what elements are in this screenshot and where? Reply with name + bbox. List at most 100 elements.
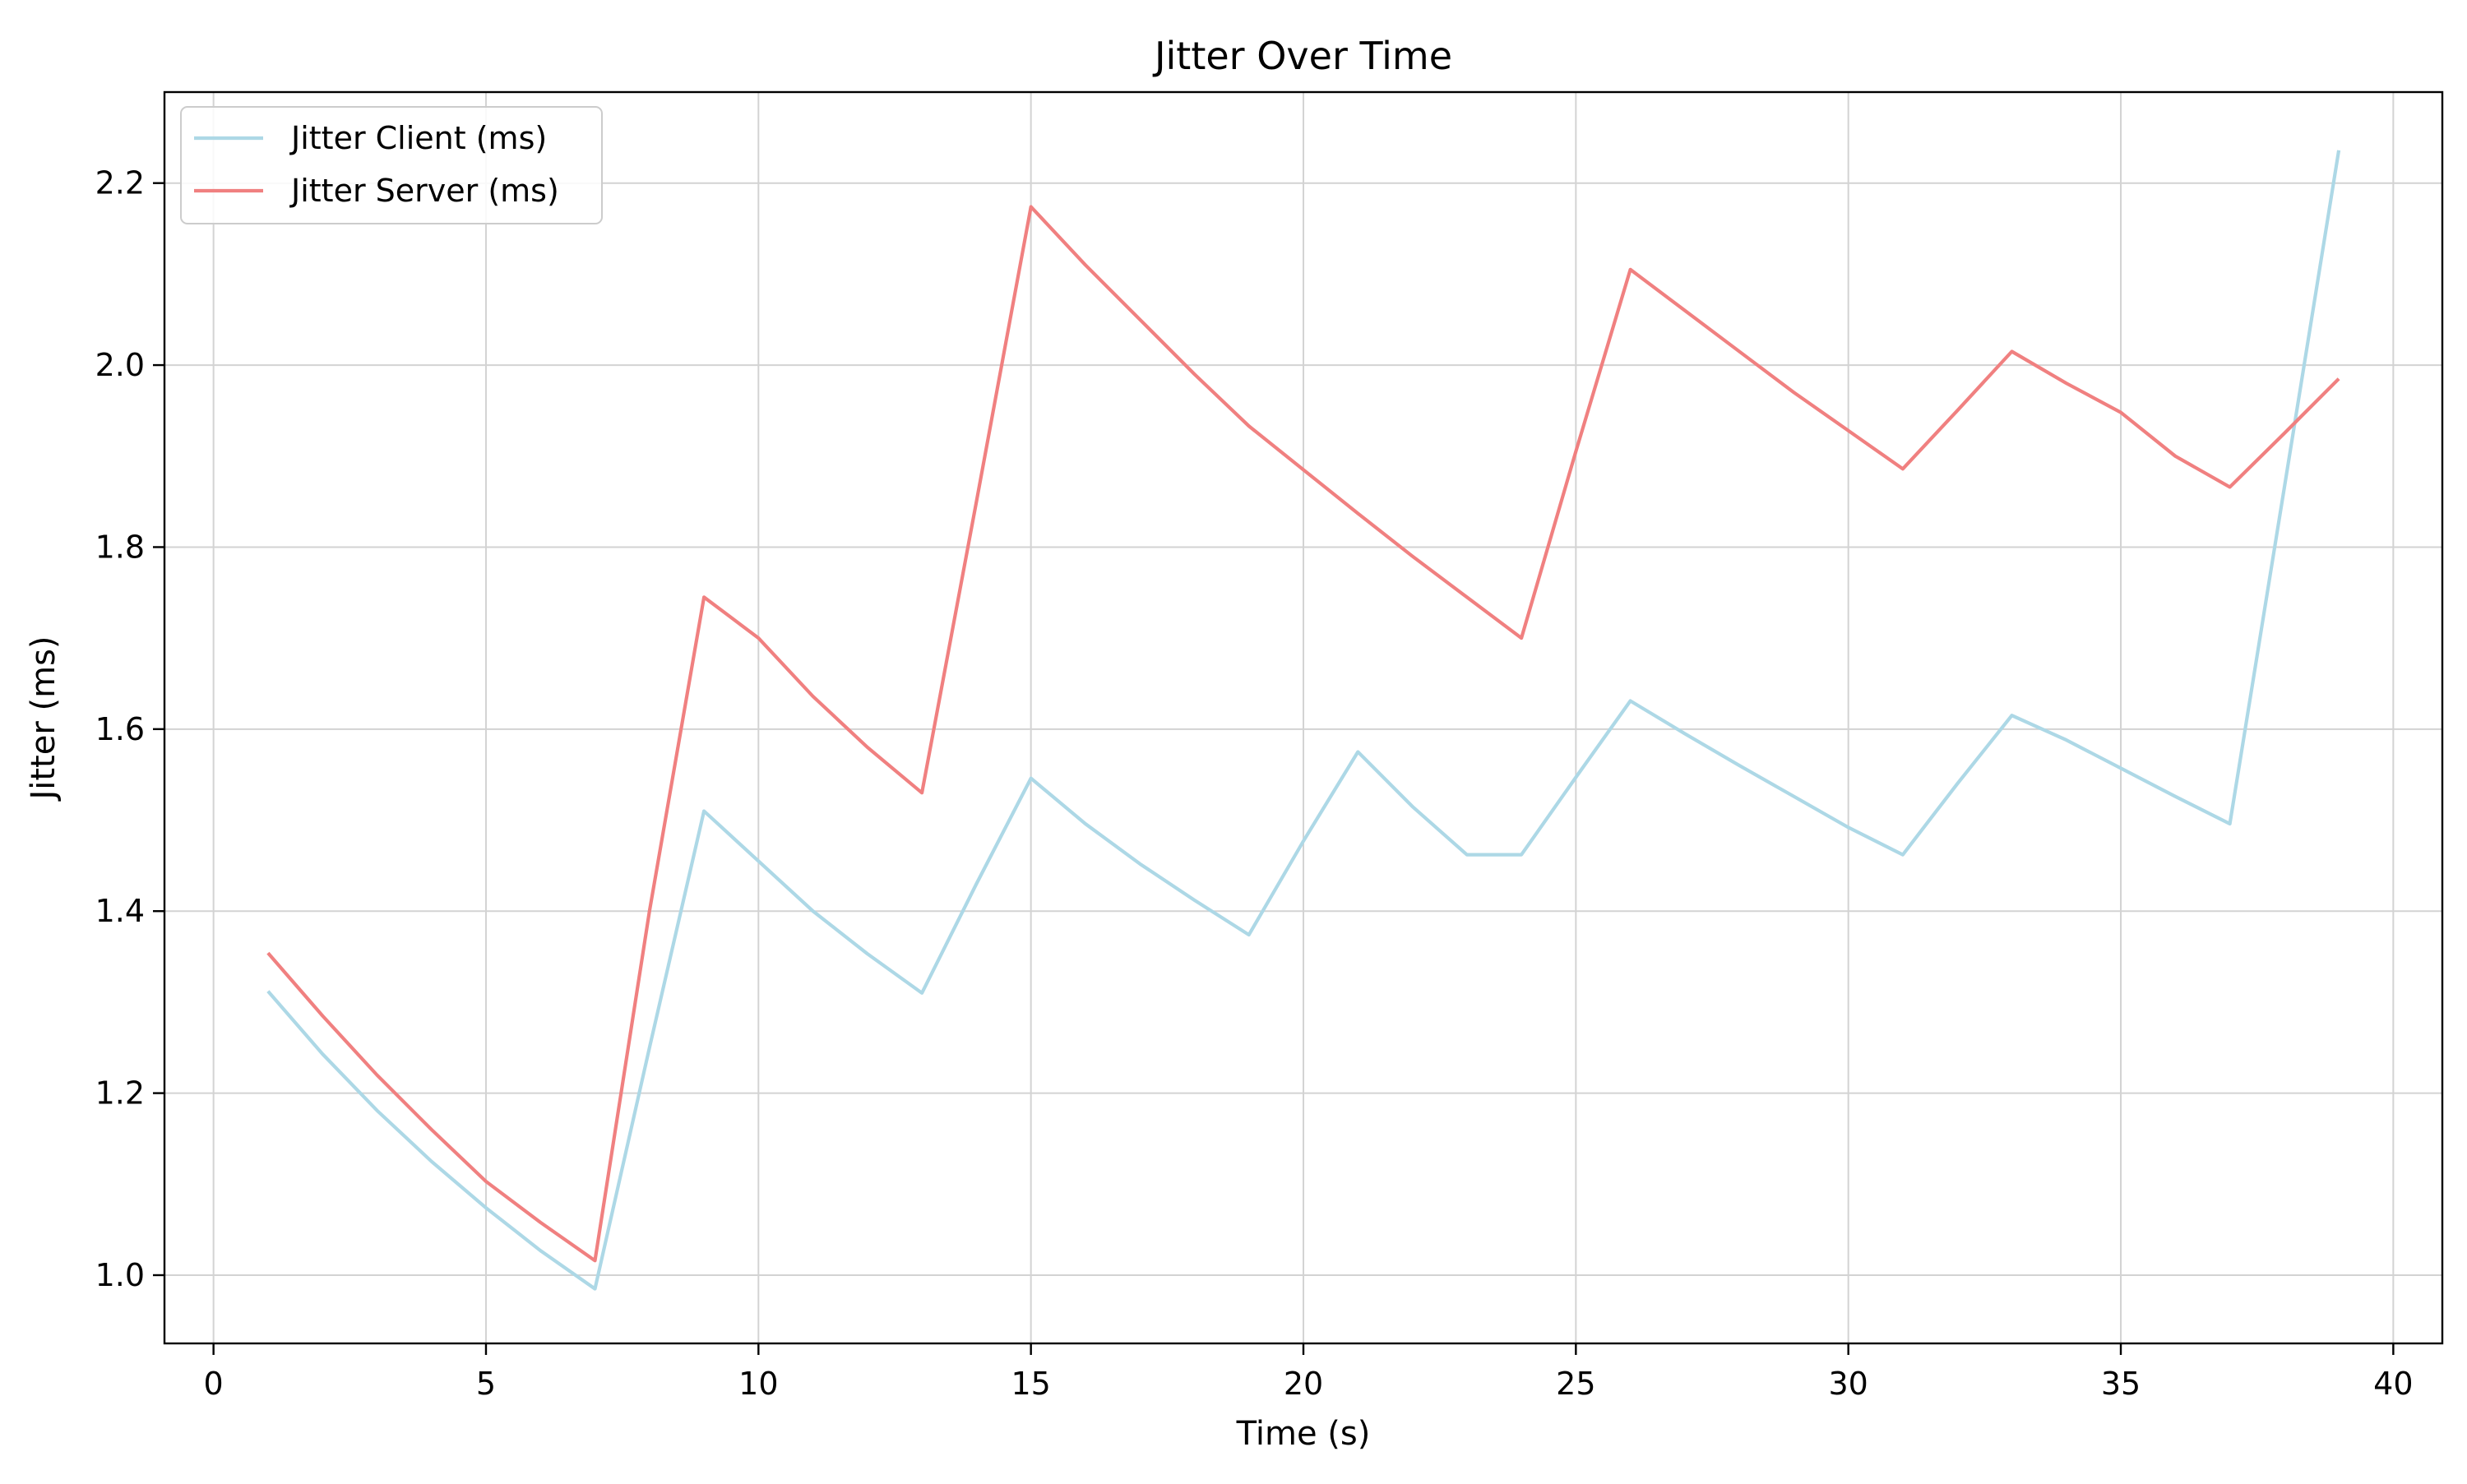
data-point-jitter-server bbox=[1900, 466, 1905, 471]
y-axis-label: Jitter (ms) bbox=[25, 636, 62, 802]
data-point-jitter-client bbox=[756, 858, 761, 863]
data-point-jitter-server bbox=[2336, 377, 2341, 381]
y-tick-label: 1.0 bbox=[95, 1257, 145, 1293]
data-point-jitter-client bbox=[1247, 932, 1252, 937]
data-point-jitter-client bbox=[1355, 750, 1360, 755]
data-point-jitter-server bbox=[1465, 594, 1470, 599]
x-tick-label: 40 bbox=[2373, 1366, 2413, 1402]
data-point-jitter-server bbox=[811, 694, 816, 699]
data-point-jitter-client bbox=[2064, 737, 2069, 742]
data-point-jitter-server bbox=[1301, 467, 1306, 472]
y-tick-label: 2.2 bbox=[95, 165, 145, 201]
data-point-jitter-client bbox=[1900, 853, 1905, 858]
legend-label-jitter-client: Jitter Client (ms) bbox=[289, 120, 547, 156]
data-point-jitter-client bbox=[1955, 781, 1960, 786]
data-point-jitter-client bbox=[974, 881, 979, 886]
data-point-jitter-server bbox=[1519, 636, 1524, 640]
x-tick-label: 30 bbox=[1828, 1366, 1868, 1402]
data-point-jitter-client bbox=[320, 1052, 325, 1056]
data-point-jitter-server bbox=[2173, 454, 2178, 459]
x-tick-label: 35 bbox=[2101, 1366, 2141, 1402]
x-tick-label: 10 bbox=[738, 1366, 778, 1402]
data-point-jitter-client bbox=[593, 1287, 598, 1292]
data-point-jitter-client bbox=[484, 1205, 488, 1210]
data-point-jitter-client bbox=[1137, 862, 1142, 867]
series-line-jitter-client bbox=[266, 150, 2341, 1291]
data-point-jitter-server bbox=[2228, 484, 2233, 489]
y-tick-label: 1.4 bbox=[95, 893, 145, 929]
data-point-jitter-client bbox=[2010, 713, 2015, 718]
data-point-jitter-client bbox=[701, 809, 706, 814]
data-point-jitter-client bbox=[538, 1248, 543, 1253]
data-point-jitter-client bbox=[1301, 839, 1306, 844]
data-point-jitter-server bbox=[647, 908, 652, 913]
x-tick-label: 0 bbox=[204, 1366, 224, 1402]
data-point-jitter-client bbox=[1846, 825, 1851, 830]
data-point-jitter-client bbox=[374, 1108, 379, 1113]
series-lines bbox=[266, 148, 2341, 1292]
data-point-jitter-client bbox=[1628, 699, 1633, 704]
series-line-jitter-server bbox=[266, 205, 2340, 1263]
data-point-jitter-server bbox=[1628, 267, 1633, 272]
data-point-jitter-client bbox=[1410, 804, 1415, 809]
data-point-jitter-client bbox=[1519, 853, 1524, 858]
data-point-jitter-server bbox=[1573, 449, 1578, 454]
x-axis-label: Time (s) bbox=[1236, 1415, 1371, 1453]
data-point-jitter-client bbox=[1192, 898, 1197, 903]
data-point-jitter-client bbox=[1737, 763, 1742, 768]
data-point-jitter-client bbox=[2282, 486, 2287, 491]
data-point-jitter-server bbox=[2282, 431, 2287, 436]
data-point-jitter-client bbox=[811, 908, 816, 913]
data-point-jitter-server bbox=[1955, 408, 1960, 413]
data-point-jitter-server bbox=[1192, 372, 1197, 377]
data-point-jitter-server bbox=[1137, 317, 1142, 322]
axis-ticks: 0 5 10 15 20 25 30 35 40 1.0 1.2 1.4 1.6 1.8 2.0 2.2 bbox=[95, 165, 2414, 1402]
chart-title: Jitter Over Time bbox=[1152, 34, 1452, 78]
legend-box bbox=[180, 106, 603, 224]
data-point-jitter-client bbox=[919, 991, 924, 996]
data-point-jitter-server bbox=[1029, 205, 1034, 210]
data-point-jitter-client bbox=[1682, 731, 1687, 736]
data-point-jitter-server bbox=[2118, 410, 2123, 415]
data-point-jitter-server bbox=[865, 745, 870, 750]
legend: Jitter Client (ms) Jitter Server (ms) bbox=[180, 106, 603, 224]
data-point-jitter-server bbox=[320, 1014, 325, 1019]
legend-label-jitter-server: Jitter Server (ms) bbox=[289, 173, 559, 209]
x-tick-label: 25 bbox=[1556, 1366, 1595, 1402]
data-point-jitter-server bbox=[538, 1220, 543, 1225]
x-tick-label: 5 bbox=[476, 1366, 496, 1402]
data-point-jitter-server bbox=[1083, 262, 1088, 267]
data-point-jitter-server bbox=[1682, 308, 1687, 313]
data-point-jitter-server bbox=[1846, 428, 1851, 433]
data-point-jitter-client bbox=[2118, 765, 2123, 770]
y-tick-label: 2.0 bbox=[95, 347, 145, 383]
data-point-jitter-client bbox=[1573, 775, 1578, 780]
grid-lines bbox=[164, 92, 2442, 1343]
data-point-jitter-server bbox=[919, 790, 924, 795]
data-point-jitter-client bbox=[266, 989, 271, 994]
data-point-jitter-server bbox=[593, 1258, 598, 1263]
x-tick-label: 15 bbox=[1011, 1366, 1050, 1402]
data-point-jitter-client bbox=[2336, 148, 2341, 153]
x-tick-label: 20 bbox=[1284, 1366, 1323, 1402]
data-point-jitter-client bbox=[429, 1159, 434, 1164]
data-point-jitter-server bbox=[756, 636, 761, 640]
data-point-jitter-client bbox=[2173, 794, 2178, 799]
data-point-jitter-server bbox=[1247, 423, 1252, 428]
data-point-jitter-server bbox=[701, 594, 706, 599]
data-point-jitter-client bbox=[2228, 821, 2233, 826]
y-tick-label: 1.6 bbox=[95, 711, 145, 747]
data-point-jitter-server bbox=[2010, 349, 2015, 354]
data-point-jitter-server bbox=[429, 1127, 434, 1132]
data-point-jitter-server bbox=[1410, 554, 1415, 559]
data-point-jitter-server bbox=[374, 1073, 379, 1078]
data-point-jitter-server bbox=[1791, 390, 1796, 395]
data-point-jitter-server bbox=[266, 950, 271, 955]
data-point-jitter-server bbox=[974, 499, 979, 504]
data-point-jitter-client bbox=[1029, 776, 1034, 781]
data-point-jitter-client bbox=[1791, 794, 1796, 799]
data-point-jitter-client bbox=[865, 951, 870, 956]
